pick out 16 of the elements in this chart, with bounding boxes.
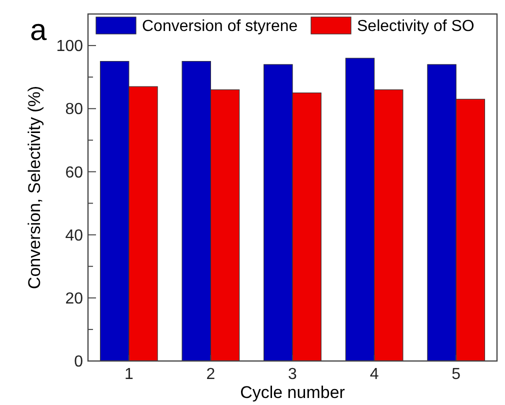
y-tick-label: 100	[56, 38, 84, 56]
y-tick-label: 80	[65, 101, 84, 118]
text: a	[30, 14, 47, 47]
y-tick-label: 60	[65, 164, 84, 182]
x-tick-label: 4	[370, 366, 379, 383]
x-tick-label: 2	[206, 366, 216, 383]
legend-label: Conversion of styrene	[142, 18, 298, 35]
x-tick-label: 1	[124, 366, 134, 383]
x-axis-title: Cycle number	[240, 383, 346, 402]
y-axis-title: Conversion, Selectivity (%)	[25, 86, 44, 290]
x-tick-label: 5	[452, 366, 461, 383]
y-tick-label: 40	[65, 227, 84, 244]
x-tick-label: 3	[288, 366, 298, 383]
y-tick-label: 20	[65, 290, 84, 308]
legend-label: Selectivity of SO	[357, 18, 474, 35]
y-tick-label: 0	[74, 354, 84, 371]
